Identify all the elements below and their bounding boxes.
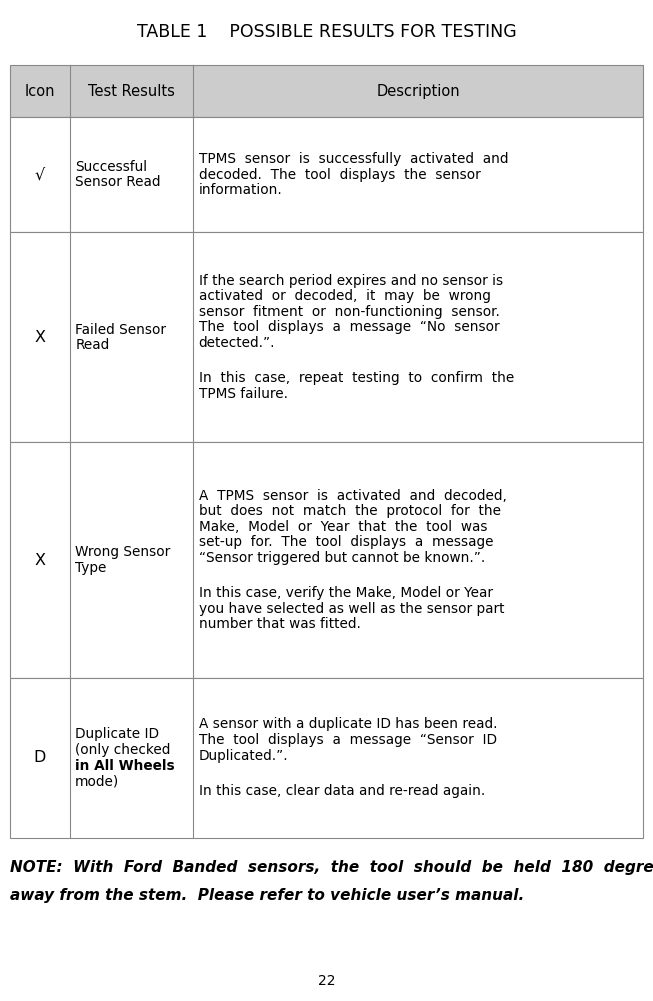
Text: Description: Description <box>377 84 460 98</box>
Text: Failed Sensor: Failed Sensor <box>75 322 167 336</box>
Bar <box>10 65 643 117</box>
Text: D: D <box>34 751 46 765</box>
Text: in All Wheels: in All Wheels <box>75 759 175 773</box>
Text: In this case, verify the Make, Model or Year: In this case, verify the Make, Model or … <box>199 587 493 601</box>
Text: TPMS  sensor  is  successfully  activated  and: TPMS sensor is successfully activated an… <box>199 152 508 166</box>
Text: TABLE 1    POSSIBLE RESULTS FOR TESTING: TABLE 1 POSSIBLE RESULTS FOR TESTING <box>136 23 517 41</box>
Text: Duplicate ID: Duplicate ID <box>75 728 159 742</box>
Text: Wrong Sensor: Wrong Sensor <box>75 546 170 560</box>
Text: “Sensor triggered but cannot be known.”.: “Sensor triggered but cannot be known.”. <box>199 551 485 565</box>
Text: Test Results: Test Results <box>88 84 175 98</box>
Text: you have selected as well as the sensor part: you have selected as well as the sensor … <box>199 602 504 616</box>
Text: set-up  for.  The  tool  displays  a  message: set-up for. The tool displays a message <box>199 536 493 550</box>
Text: A sensor with a duplicate ID has been read.: A sensor with a duplicate ID has been re… <box>199 718 497 732</box>
Text: The  tool  displays  a  message  “No  sensor: The tool displays a message “No sensor <box>199 320 500 334</box>
Bar <box>10 117 643 232</box>
Text: 22: 22 <box>318 974 335 988</box>
Text: X: X <box>35 553 45 568</box>
Text: Duplicated.”.: Duplicated.”. <box>199 749 289 763</box>
Bar <box>10 442 643 678</box>
Text: Type: Type <box>75 561 106 575</box>
Text: activated  or  decoded,  it  may  be  wrong: activated or decoded, it may be wrong <box>199 289 490 303</box>
Text: Make,  Model  or  Year  that  the  tool  was: Make, Model or Year that the tool was <box>199 520 487 534</box>
Text: Icon: Icon <box>25 84 55 98</box>
Text: but  does  not  match  the  protocol  for  the: but does not match the protocol for the <box>199 505 501 519</box>
Text: If the search period expires and no sensor is: If the search period expires and no sens… <box>199 274 503 287</box>
Text: The  tool  displays  a  message  “Sensor  ID: The tool displays a message “Sensor ID <box>199 733 497 747</box>
Text: Successful: Successful <box>75 160 148 174</box>
Text: TPMS failure.: TPMS failure. <box>199 387 288 400</box>
Text: A  TPMS  sensor  is  activated  and  decoded,: A TPMS sensor is activated and decoded, <box>199 488 507 503</box>
Text: In  this  case,  repeat  testing  to  confirm  the: In this case, repeat testing to confirm … <box>199 371 514 385</box>
Text: Sensor Read: Sensor Read <box>75 175 161 189</box>
Text: √: √ <box>35 167 45 182</box>
Text: mode): mode) <box>75 774 119 788</box>
Text: number that was fitted.: number that was fitted. <box>199 618 360 632</box>
Bar <box>10 678 643 838</box>
Text: detected.”.: detected.”. <box>199 336 275 349</box>
Text: X: X <box>35 330 45 344</box>
Bar <box>10 232 643 442</box>
Text: decoded.  The  tool  displays  the  sensor: decoded. The tool displays the sensor <box>199 168 481 181</box>
Text: away from the stem.  Please refer to vehicle user’s manual.: away from the stem. Please refer to vehi… <box>10 888 524 903</box>
Text: Read: Read <box>75 338 110 352</box>
Text: information.: information. <box>199 183 283 197</box>
Text: In this case, clear data and re-read again.: In this case, clear data and re-read aga… <box>199 784 485 798</box>
Text: (only checked: (only checked <box>75 743 170 757</box>
Text: NOTE:  With  Ford  Banded  sensors,  the  tool  should  be  held  180  degree: NOTE: With Ford Banded sensors, the tool… <box>10 860 653 875</box>
Text: sensor  fitment  or  non-functioning  sensor.: sensor fitment or non-functioning sensor… <box>199 305 500 318</box>
